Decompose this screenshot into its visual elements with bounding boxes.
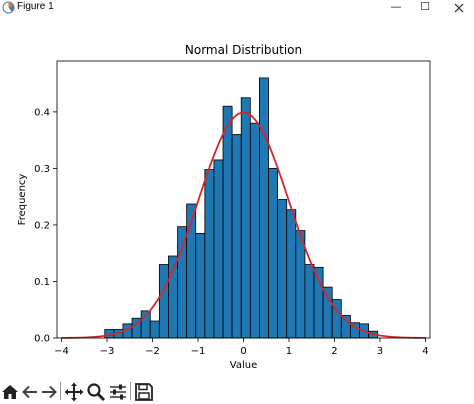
- histogram-bar: [259, 77, 269, 339]
- histogram-bar: [313, 266, 324, 339]
- maximize-button[interactable]: ☐: [420, 0, 430, 13]
- minimize-button[interactable]: —: [390, 0, 402, 13]
- navigation-toolbar: [0, 378, 474, 404]
- home-icon[interactable]: [0, 382, 20, 402]
- histogram-bar: [195, 233, 206, 339]
- histogram-bar: [322, 286, 333, 339]
- zoom-icon[interactable]: [86, 382, 106, 402]
- x-tick-label: 4: [422, 346, 428, 357]
- y-ticks: 0.0 0.1 0.2 0.3 0.4: [34, 107, 57, 345]
- normal-curve-layer: [61, 111, 426, 339]
- y-tick-label: 0.0: [34, 334, 50, 345]
- toolbar-separator: [130, 382, 131, 400]
- x-tick-label: −4: [54, 346, 69, 357]
- histogram-bar: [158, 264, 169, 339]
- chart-title: Normal Distribution: [185, 43, 302, 57]
- window-titlebar: Figure 1 — ☐: [0, 0, 474, 16]
- histogram-bar: [249, 122, 260, 339]
- histogram-bar: [268, 168, 279, 339]
- x-tick-label: −1: [191, 346, 206, 357]
- forward-arrow-icon[interactable]: [39, 382, 59, 402]
- back-arrow-icon[interactable]: [20, 382, 40, 402]
- histogram-bar: [304, 264, 315, 339]
- histogram-bars: [104, 77, 379, 339]
- histogram-bar: [231, 134, 242, 339]
- pan-icon[interactable]: [64, 382, 84, 402]
- x-tick-label: 0: [240, 346, 246, 357]
- histogram-chart: −4 −3 −2 −1 0 1 2 3 4 0.0 0.1 0.2 0.3 0.4 Normal Dis…: [17, 43, 431, 371]
- y-tick-label: 0.2: [34, 220, 50, 231]
- normal-pdf-curve: [61, 111, 426, 339]
- x-tick-label: −2: [145, 346, 160, 357]
- histogram-bar: [295, 230, 306, 339]
- configure-subplots-icon[interactable]: [108, 382, 128, 402]
- save-icon[interactable]: [134, 382, 154, 402]
- histogram-bar: [222, 105, 233, 339]
- y-axis-label: Frequency: [17, 174, 28, 226]
- window-title: Figure 1: [17, 1, 54, 12]
- matplotlib-app-icon: [2, 1, 15, 14]
- y-tick-label: 0.1: [34, 277, 50, 288]
- x-tick-label: 2: [331, 346, 337, 357]
- histogram-bar: [213, 159, 224, 339]
- histogram-bar: [340, 314, 351, 339]
- histogram-bar: [286, 209, 297, 339]
- histogram-bar: [149, 320, 160, 339]
- histogram-bar: [177, 226, 188, 339]
- close-icon: [454, 3, 464, 13]
- close-button[interactable]: [446, 0, 472, 16]
- x-ticks: −4 −3 −2 −1 0 1 2 3 4: [54, 338, 429, 357]
- toolbar-separator: [60, 382, 61, 400]
- histogram-bar: [240, 97, 251, 339]
- histogram-bar: [204, 169, 215, 339]
- x-tick-label: −3: [100, 346, 115, 357]
- histogram-bar: [277, 199, 288, 339]
- x-tick-label: 3: [377, 346, 383, 357]
- y-tick-label: 0.3: [34, 164, 50, 175]
- figure-canvas[interactable]: −4 −3 −2 −1 0 1 2 3 4 0.0 0.1 0.2 0.3 0.4 Normal Dis…: [0, 16, 474, 378]
- x-tick-label: 1: [286, 346, 292, 357]
- y-tick-label: 0.4: [34, 107, 50, 118]
- x-axis-label: Value: [230, 360, 257, 371]
